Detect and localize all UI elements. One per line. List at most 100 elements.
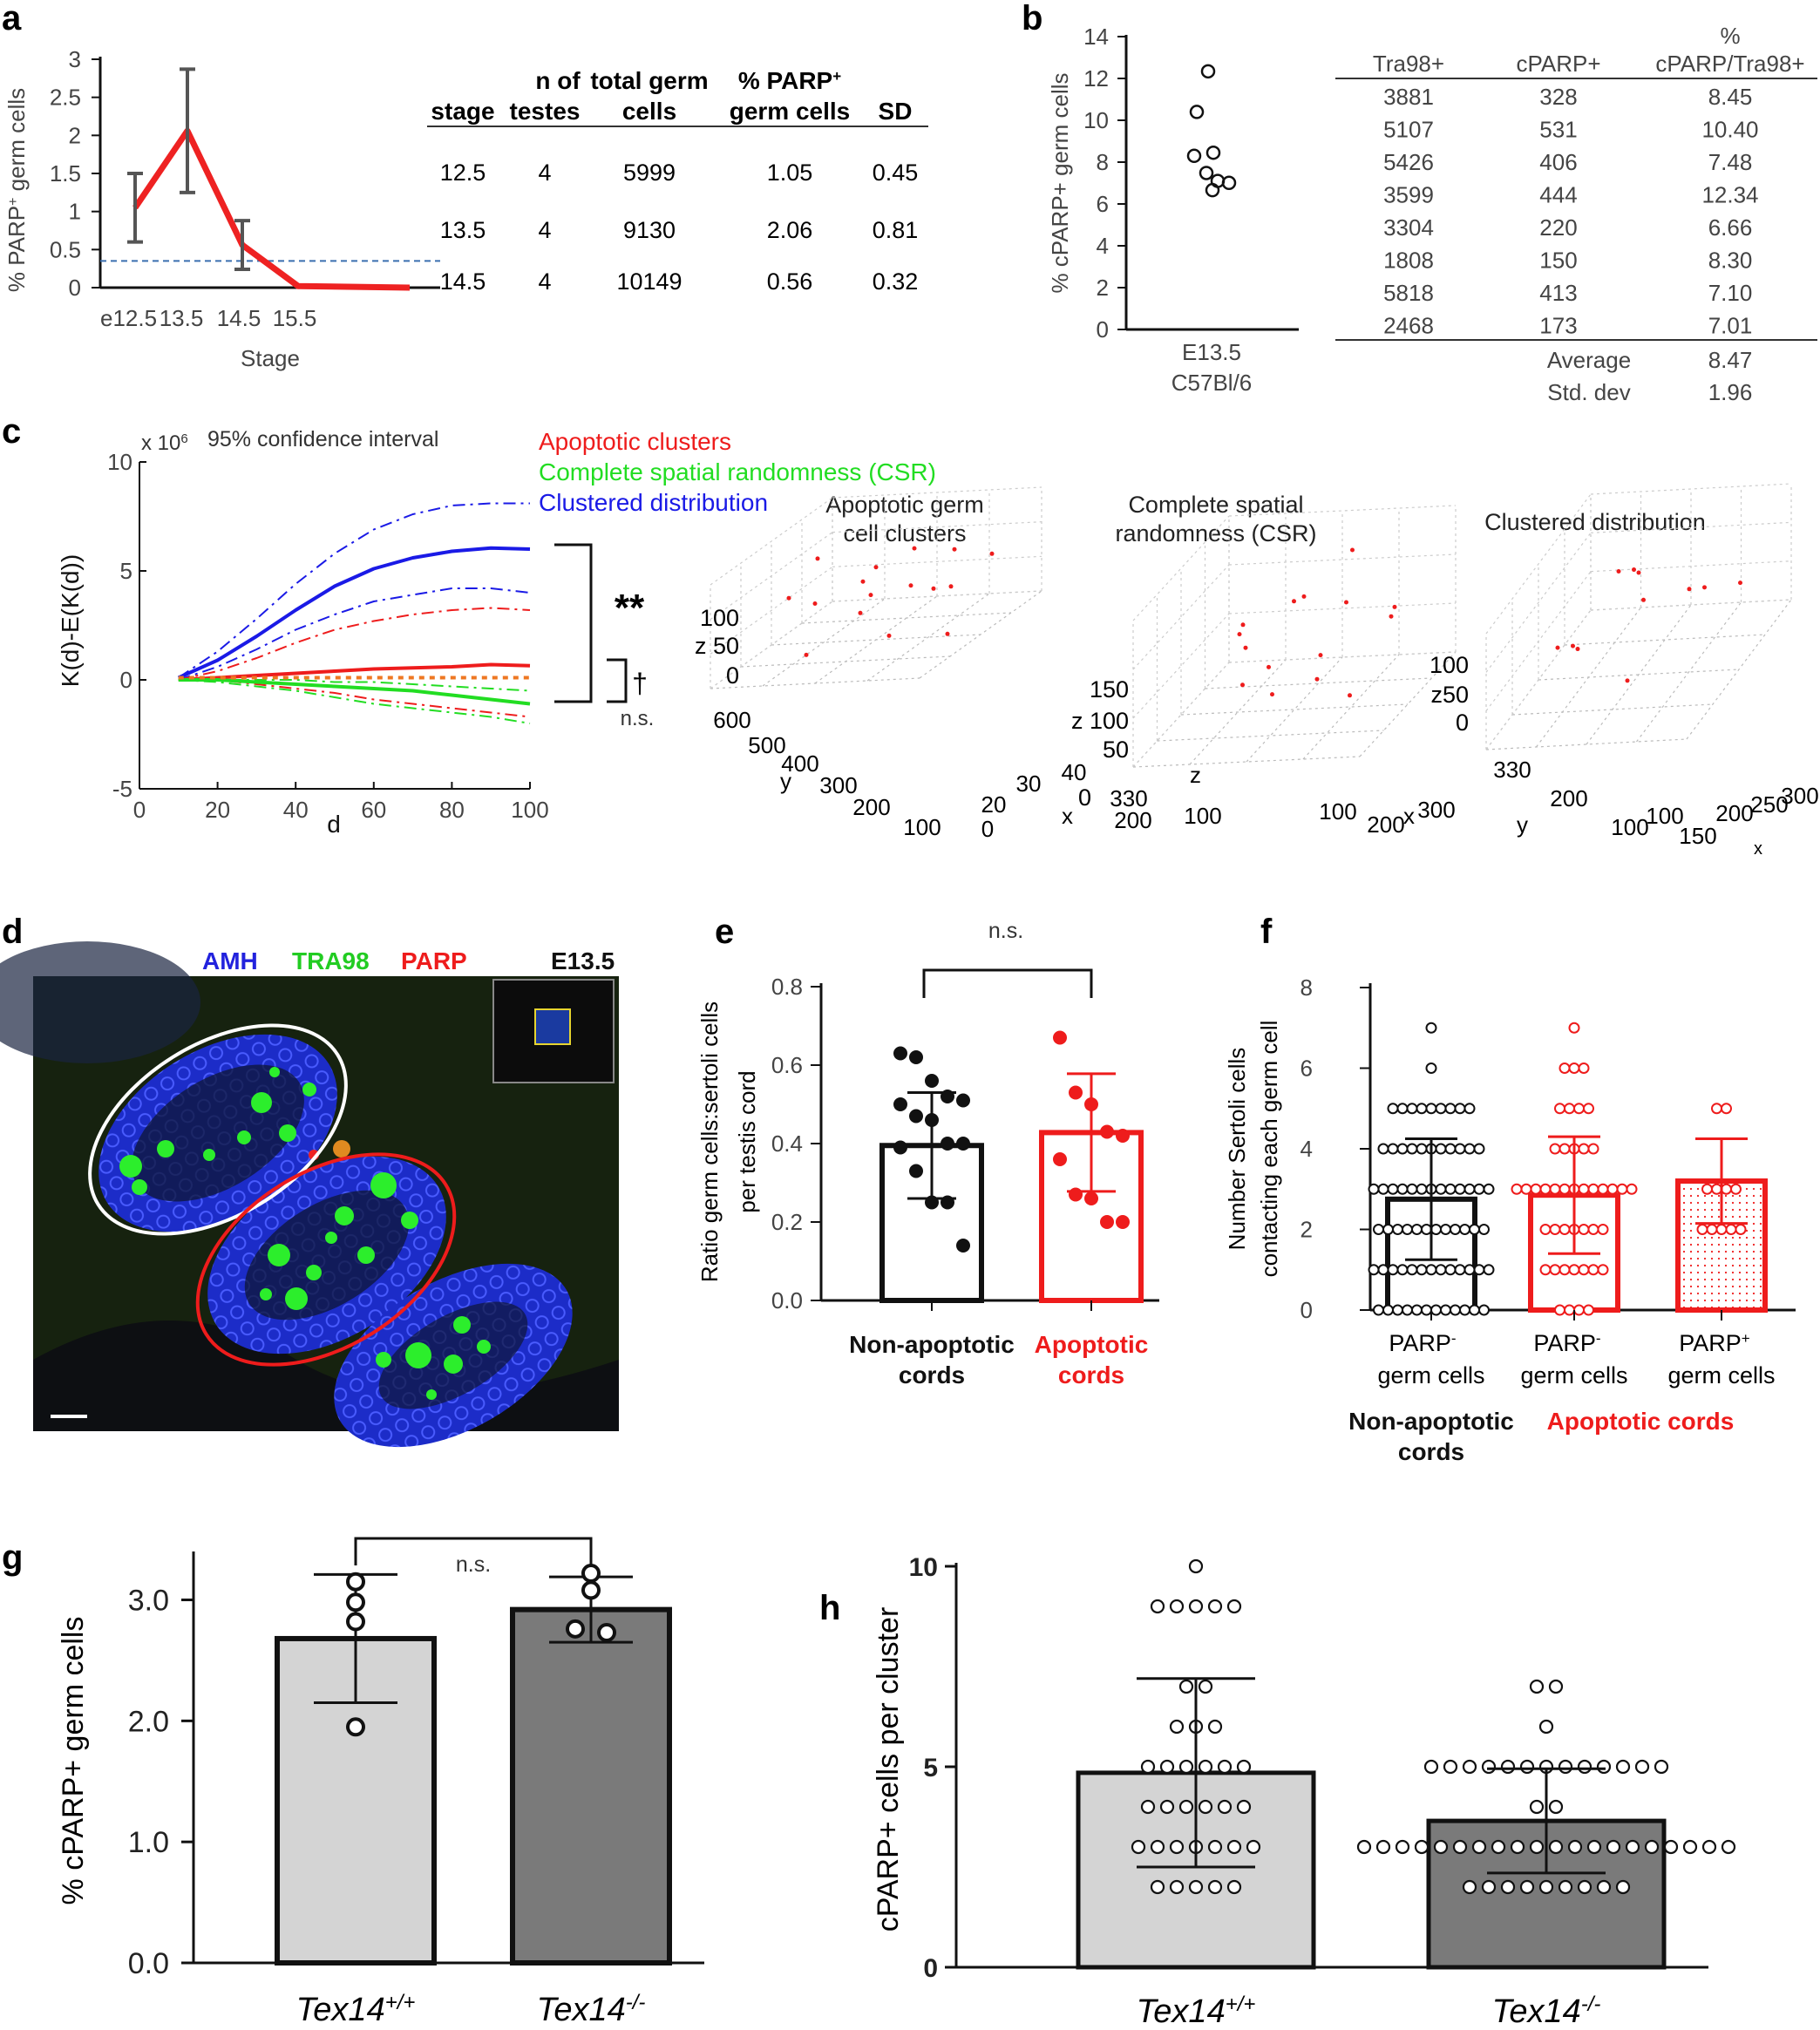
b-table-cell: 3599 — [1383, 182, 1434, 208]
b-table-cell: 413 — [1539, 280, 1577, 306]
f-data-point — [1435, 1183, 1447, 1195]
c3d-grid — [1180, 703, 1409, 716]
panel-c-k-function-chart: x 106 95% confidence interval K(d)-E(K(d… — [57, 427, 936, 838]
c3d-x-tick-label: 30 — [1016, 771, 1042, 797]
b-summary-value: 8.47 — [1708, 347, 1753, 373]
a-series-line — [132, 127, 411, 291]
e-significance-bracket — [922, 968, 1093, 998]
c3d-point — [908, 583, 913, 588]
f-data-point — [1578, 1063, 1590, 1074]
f-data-point — [1454, 1183, 1466, 1195]
c3d-point — [1240, 622, 1246, 628]
b-category-line2: C57Bl/6 — [1171, 370, 1253, 396]
f-category-label-sup: - — [1451, 1330, 1457, 1347]
panel-a: a % PARP+ germ cells Stage 0 0.5 1 1.5 2 2.5 3… — [2, 0, 928, 371]
f-data-point — [1402, 1304, 1413, 1316]
f-y-axis-label-1: Number Sertoli cells — [1224, 1048, 1250, 1251]
h-data-point — [1548, 1839, 1564, 1855]
c3d-grid — [1302, 654, 1400, 760]
f-group-label: cords — [1398, 1438, 1464, 1465]
h-category-label-base: Tex14 — [1492, 1993, 1581, 2030]
panel-a-line-chart: % PARP+ germ cells Stage 0 0.5 1 1.5 2 2.5 3 e1… — [3, 46, 440, 371]
c-series-apoptotic-upper-ci — [178, 607, 531, 681]
c3d-point — [1616, 569, 1621, 574]
a-table-cell: 4 — [538, 268, 551, 295]
c3d-z-tick-label: 0 — [726, 662, 739, 689]
c3d-grid — [1686, 599, 1792, 740]
c-x-tick-label: 0 — [133, 797, 146, 823]
e-data-point — [909, 1109, 923, 1124]
f-category-label-text: PARP — [1389, 1330, 1451, 1356]
f-data-point — [1725, 1224, 1737, 1235]
h-data-point — [1615, 1879, 1631, 1895]
b-y-tick-label: 4 — [1097, 233, 1109, 259]
h-data-point — [1198, 1799, 1213, 1815]
f-category-label-2: germ cells — [1667, 1362, 1775, 1388]
b-data-point — [1205, 145, 1221, 160]
e-data-point — [956, 1239, 970, 1253]
panel-f-bar-chart: Number Sertoli cells contacting each ger… — [1224, 974, 1796, 1465]
a-x-tick-label: e12.5 — [100, 305, 157, 331]
g-category-label: Tex14-/- — [537, 1991, 646, 2029]
c-legend-entry: Apoptotic clusters — [539, 428, 731, 455]
b-y-tick-label: 10 — [1083, 107, 1109, 133]
a-y-tick-label: 2 — [69, 122, 81, 148]
c3d-point — [812, 601, 818, 606]
h-data-point — [1169, 1879, 1185, 1895]
h-data-point — [1586, 1839, 1602, 1855]
h-data-point — [1169, 1599, 1185, 1614]
f-data-point — [1382, 1304, 1394, 1316]
h-y-tick-label: 10 — [909, 1553, 938, 1582]
a-th-stage: stage — [431, 98, 494, 125]
f-data-point — [1573, 1304, 1585, 1316]
f-data-point — [1377, 1183, 1389, 1195]
d-apoptotic-cord-outline — [195, 1152, 457, 1367]
h-data-point — [1207, 1599, 1223, 1614]
c3d-point — [1270, 692, 1274, 697]
e-data-point — [1053, 1030, 1067, 1045]
c-y-tick-label: 5 — [120, 558, 132, 584]
b-category-line1: E13.5 — [1182, 339, 1241, 365]
c-ci-label: 95% confidence interval — [207, 427, 438, 451]
e-y-tick-label: 0.2 — [771, 1209, 803, 1235]
f-data-point — [1459, 1304, 1470, 1316]
f-category-label-2: germ cells — [1520, 1362, 1627, 1388]
g-data-point — [346, 1612, 365, 1632]
c3d-point — [1318, 653, 1323, 658]
b-table-cell: 7.48 — [1708, 149, 1753, 175]
g-data-point — [346, 1717, 365, 1737]
g-data-point — [581, 1563, 601, 1583]
panel-a-label: a — [2, 0, 22, 37]
f-data-point — [1520, 1183, 1532, 1195]
a-x-tick-label: 14.5 — [217, 305, 261, 331]
b-table-cell: 531 — [1539, 117, 1577, 143]
c3d-grid — [1511, 703, 1714, 716]
c3d-grid — [1132, 515, 1230, 621]
c3d-grid — [866, 593, 990, 682]
e-data-point — [1069, 1187, 1083, 1202]
e-data-point — [925, 1074, 939, 1088]
h-data-point — [1169, 1719, 1185, 1735]
c3d-grid — [832, 486, 1042, 499]
f-data-point — [1421, 1224, 1432, 1235]
f-data-point — [1396, 1264, 1409, 1276]
c3d-point — [1571, 643, 1575, 648]
h-data-point — [1395, 1839, 1410, 1855]
c-series-clustered-lower-ci — [178, 587, 531, 681]
g-data-point — [597, 1623, 616, 1643]
f-y-tick-label: 4 — [1300, 1136, 1313, 1162]
f-data-point — [1435, 1264, 1447, 1276]
b-table-cell: 173 — [1539, 313, 1577, 339]
h-data-point — [1375, 1839, 1391, 1855]
b-th-tra98: Tra98+ — [1373, 51, 1444, 77]
c3d-point — [873, 565, 879, 570]
panel-c: c x 106 95% confidence interval K(d)-E(K… — [2, 412, 1819, 859]
f-category-label: PARP- — [1533, 1330, 1600, 1357]
panel-d-label: d — [2, 913, 23, 951]
f-category-label-2: germ cells — [1377, 1362, 1484, 1388]
c-y-axis-label: K(d)-E(K(d)) — [57, 554, 84, 687]
c3d-title: cell clusters — [843, 520, 966, 547]
c3d-y-tick-label: 100 — [1184, 803, 1221, 829]
b-y-tick-label: 6 — [1097, 191, 1109, 217]
